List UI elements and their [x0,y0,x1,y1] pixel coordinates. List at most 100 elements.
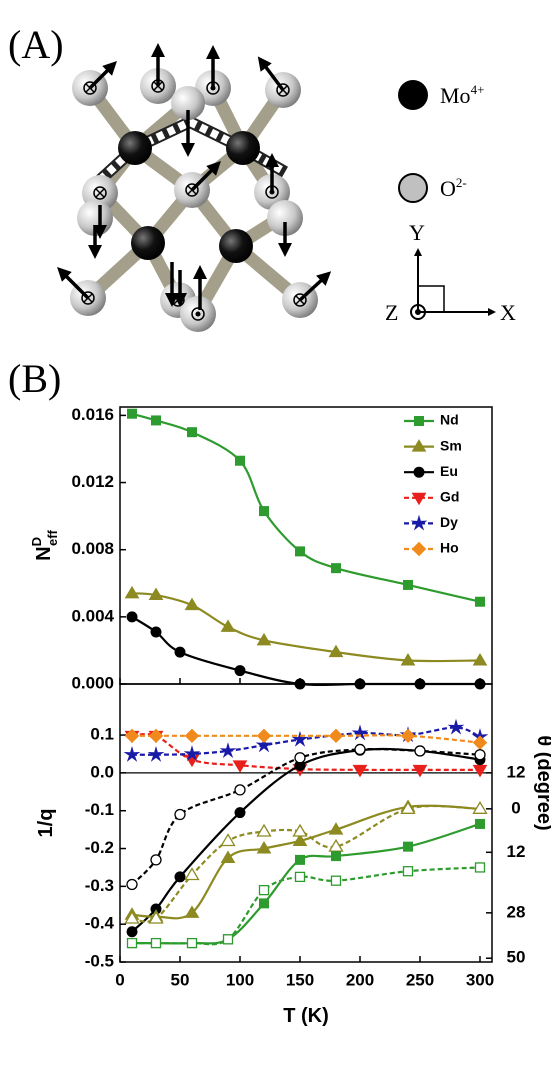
y2-tick-label: 12 [507,842,526,861]
marker [183,745,201,762]
marker [222,934,234,945]
marker [331,563,341,574]
legend-sup: 2- [456,175,467,190]
marker [184,597,200,611]
y2-axis-label: θ (degree) [533,735,551,830]
marker [150,937,162,949]
marker [328,822,344,835]
legend-label: Nd [440,412,459,428]
marker [150,626,162,638]
marker [331,851,341,862]
marker [126,611,138,623]
marker [472,764,488,778]
marker [234,807,246,819]
x-tick-label: 100 [226,970,254,989]
marker [186,937,198,949]
x-tick-label: 50 [171,970,190,989]
marker [474,862,486,873]
legend-label: O2- [440,175,467,201]
legend-marker [411,541,427,557]
legend-marker [414,416,424,426]
marker [295,546,305,557]
marker [403,841,413,852]
series-line [131,412,481,603]
legend-text: Mo [440,83,471,108]
series-line [131,804,481,923]
y-axis-label: NDeff [29,529,60,560]
marker [234,665,246,677]
y-tick-label: 0.000 [71,673,114,692]
marker [174,871,186,883]
marker [220,850,236,863]
marker [352,764,368,778]
marker [219,742,237,759]
marker [184,905,200,918]
series-line [132,866,481,946]
marker [475,818,485,829]
marker [127,408,137,419]
marker [220,833,236,847]
marker [354,743,366,756]
x-tick-label: 150 [286,970,314,989]
marker [294,871,306,883]
marker [148,728,164,744]
legend-label: Gd [440,489,459,505]
x-axis-label: T (K) [283,1005,329,1027]
y-tick-label: 0.016 [71,405,114,424]
plot-frame [119,683,493,963]
y-label-sub: eff [45,529,60,546]
marker [294,752,306,764]
marker [184,867,200,881]
y-tick-label: -0.3 [85,876,114,895]
axis-name: X [500,300,516,325]
y-label-sup: D [29,537,44,546]
marker [150,854,162,866]
marker [124,585,140,599]
marker [256,728,272,744]
marker [124,910,140,924]
legend-label: Mo4+ [440,82,484,108]
crystal-structure [57,43,332,332]
marker [148,910,164,924]
y2-tick-label: 28 [507,902,526,921]
marker [255,736,273,753]
marker [474,749,486,761]
legend-marker [411,439,427,452]
x-tick-label: 200 [346,970,374,989]
y-label-base: N [33,546,55,560]
marker [184,728,200,744]
series-line [131,804,481,920]
mo-symbol [398,80,428,110]
marker [472,735,488,750]
y-tick-label: -0.5 [85,951,114,970]
series-line [131,747,481,886]
marker [151,415,161,426]
marker [220,619,236,632]
marker [472,653,488,666]
marker [259,898,269,909]
marker [256,841,272,854]
marker [124,728,140,744]
legend-text: O [440,176,456,201]
marker [400,653,416,666]
marker [126,926,138,938]
marker [126,937,138,949]
legend-label: Dy [440,514,458,530]
axis-name: Y [409,220,425,245]
marker [292,823,308,837]
marker [403,579,413,590]
y-tick-label: 0.004 [71,606,114,625]
x-tick-label: 300 [466,970,494,989]
y2-tick-label: 12 [507,762,526,781]
axis-name: Z [385,300,398,325]
legend-label: Ho [440,540,459,556]
legend-label: Eu [440,463,458,479]
plot-frame [119,406,493,685]
marker [330,875,342,886]
y-tick-label: -0.2 [85,838,114,857]
series-line [132,822,481,945]
marker [412,764,428,778]
y-axis-label: 1/q [35,809,57,838]
panel-label: (B) [8,356,61,401]
